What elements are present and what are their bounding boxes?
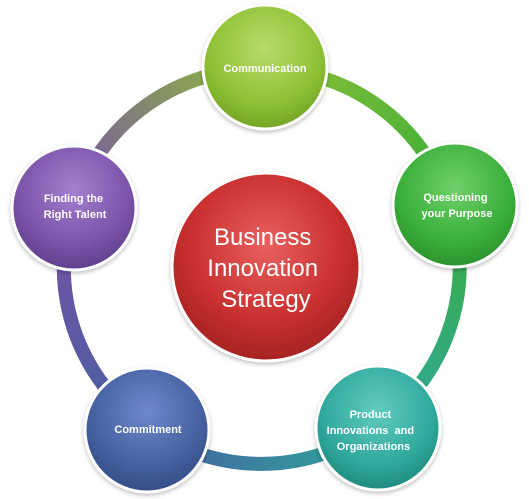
- node-communication: [201, 3, 329, 131]
- node-finding-the-right-talent-label: Finding the Right Talent: [44, 193, 107, 221]
- node-communication-label: Communication: [223, 63, 306, 75]
- node-questioning-your-purpose: [391, 141, 519, 269]
- center-label: Business Innovation Strategy: [207, 224, 324, 313]
- node-commitment: [83, 366, 211, 494]
- node-commitment-label: Commitment: [114, 424, 182, 436]
- node-product-innovations-label: Product Innovations and Organizations: [0, 0, 429, 453]
- node-product-innovations-and-organizations: [314, 364, 442, 492]
- node-questioning-your-purpose-label: Questioning your Purpose: [422, 192, 493, 220]
- center-node: [170, 171, 362, 363]
- node-finding-the-right-talent: [10, 144, 138, 272]
